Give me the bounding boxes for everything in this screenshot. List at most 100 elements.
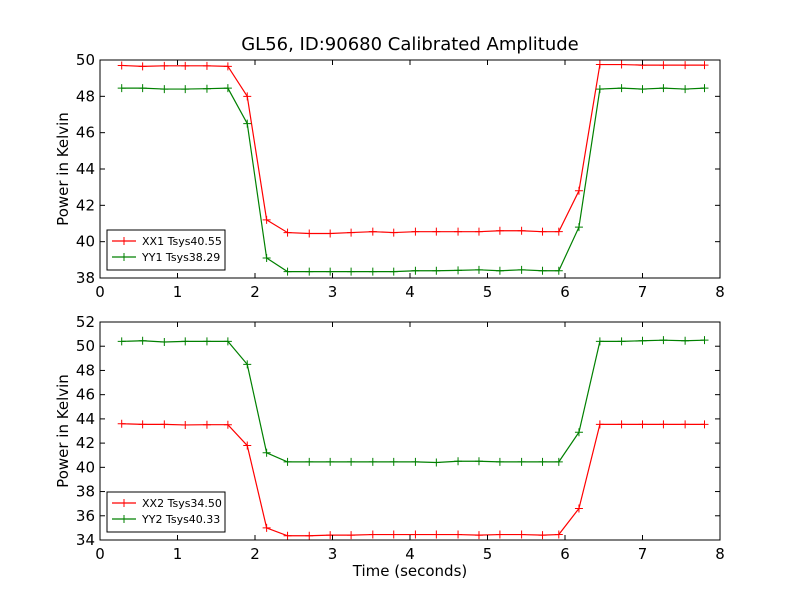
data-point	[262, 215, 271, 224]
data-point	[574, 223, 583, 232]
data-point	[283, 267, 292, 276]
data-point	[574, 428, 583, 437]
data-point	[595, 337, 604, 346]
data-point	[117, 337, 126, 346]
data-point	[389, 530, 398, 539]
y-tick-label: 52	[76, 313, 95, 331]
data-point	[474, 457, 483, 466]
data-point	[181, 85, 190, 94]
data-point	[638, 420, 647, 429]
data-point	[243, 92, 252, 101]
data-point	[432, 458, 441, 467]
data-point	[454, 530, 463, 539]
data-point	[368, 457, 377, 466]
data-point	[432, 227, 441, 236]
x-tick-label: 6	[560, 283, 570, 301]
data-point	[700, 420, 709, 429]
data-point	[202, 84, 211, 93]
y-tick-label: 46	[76, 386, 95, 404]
data-point	[681, 85, 690, 94]
data-point	[262, 523, 271, 532]
data-point	[617, 337, 626, 346]
data-point	[305, 531, 314, 540]
data-point	[595, 60, 604, 69]
top-chart: 0 1 2 3 4 5 6 7 8 38 40 42 44 46 48 50 Power in Kelvin XX…	[54, 51, 725, 301]
data-point	[181, 337, 190, 346]
data-point	[262, 448, 271, 457]
data-point	[138, 62, 147, 71]
data-point	[617, 420, 626, 429]
data-point	[517, 457, 526, 466]
data-point	[517, 265, 526, 274]
data-point	[305, 229, 314, 238]
y-tick-label: 42	[76, 196, 95, 214]
data-point	[411, 266, 420, 275]
legend-marker	[120, 237, 128, 245]
data-point	[389, 267, 398, 276]
legend-marker	[120, 253, 128, 261]
data-point	[638, 336, 647, 345]
data-point	[117, 419, 126, 428]
y-axis-label: Power in Kelvin	[54, 374, 72, 488]
data-point	[474, 265, 483, 274]
data-point	[223, 420, 232, 429]
legend-entry: XX2 Tsys34.50	[142, 497, 222, 510]
y-tick-label: 38	[76, 483, 95, 501]
data-point	[495, 530, 504, 539]
data-point	[411, 457, 420, 466]
data-point	[659, 84, 668, 93]
data-point	[202, 61, 211, 70]
x-tick-label: 8	[715, 283, 725, 301]
data-point	[517, 530, 526, 539]
data-point	[659, 336, 668, 345]
data-point	[474, 227, 483, 236]
data-point	[138, 420, 147, 429]
legend-box	[106, 491, 226, 533]
data-point	[347, 531, 356, 540]
data-point	[117, 61, 126, 70]
data-point	[700, 84, 709, 93]
y-tick-label: 48	[76, 361, 95, 379]
data-point	[243, 441, 252, 450]
legend-marker	[120, 515, 128, 523]
data-point	[538, 531, 547, 540]
legend-entry: YY1 Tsys38.29	[141, 251, 220, 264]
x-tick-label: 5	[483, 545, 493, 563]
data-point	[181, 420, 190, 429]
x-tick-label: 2	[250, 545, 260, 563]
x-tick-label: 0	[95, 283, 105, 301]
data-point	[305, 457, 314, 466]
data-point	[347, 457, 356, 466]
y-tick-label: 36	[76, 507, 95, 525]
data-point	[554, 266, 563, 275]
data-point	[700, 61, 709, 70]
legend-box	[106, 229, 226, 271]
data-point	[617, 84, 626, 93]
y-tick-label: 34	[76, 531, 95, 549]
data-point	[368, 227, 377, 236]
data-point	[432, 266, 441, 275]
data-point	[681, 420, 690, 429]
series-line	[121, 339, 705, 464]
data-point	[538, 266, 547, 275]
y-tick-label: 50	[76, 51, 95, 69]
data-point	[517, 226, 526, 235]
data-point	[138, 336, 147, 345]
x-tick-label: 8	[715, 545, 725, 563]
x-tick-label: 3	[328, 545, 338, 563]
y-tick-label: 50	[76, 337, 95, 355]
data-point	[160, 337, 169, 346]
data-point	[595, 85, 604, 94]
x-tick-label: 7	[638, 283, 648, 301]
x-tick-label: 0	[95, 545, 105, 563]
y-tick-label: 46	[76, 124, 95, 142]
y-tick-label: 44	[76, 410, 95, 428]
x-tick-label: 7	[638, 545, 648, 563]
data-point	[202, 420, 211, 429]
y-tick-label: 40	[76, 233, 95, 251]
data-point	[305, 267, 314, 276]
x-tick-label: 4	[405, 545, 415, 563]
data-point	[474, 531, 483, 540]
